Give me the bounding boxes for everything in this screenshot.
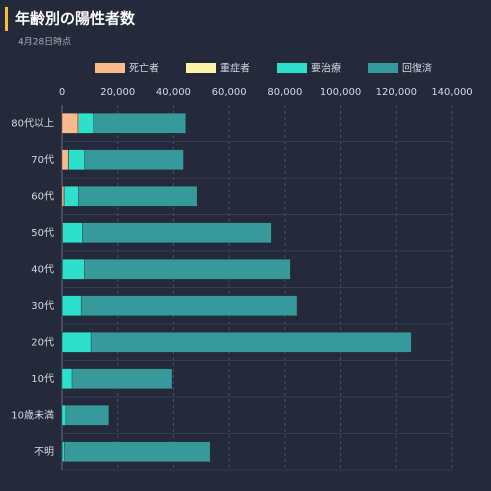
bar-segment [62,295,82,316]
y-tick-label: 50代 [31,227,54,239]
x-tick-label: 40,000 [156,87,191,98]
bar-segment [61,332,92,353]
bar-segment [63,441,211,462]
bar-segment [65,405,109,426]
bar-segment [64,186,79,207]
legend-swatch [368,63,398,73]
legend-label: 死亡者 [129,62,159,75]
x-tick-label: 100,000 [320,87,361,98]
bar-segment [93,113,186,134]
bar-segment [80,295,298,316]
legend-label: 要治療 [311,62,341,75]
bar-segment [62,259,85,280]
bar-segment [61,405,67,426]
legend-swatch [186,63,216,73]
x-tick-label: 140,000 [431,87,472,98]
legend-swatch [277,63,307,73]
bar-segment [61,186,65,207]
y-tick-label: 30代 [31,300,54,312]
title-accent [5,7,8,31]
y-tick-label: 不明 [34,446,54,458]
legend-swatch [95,63,125,73]
bar-segment [68,149,85,170]
bar-segment [61,149,69,170]
bar-segment [90,332,412,353]
y-tick-label: 20代 [31,336,54,348]
y-tick-label: 60代 [31,190,54,202]
bar-segment [78,113,94,134]
chart-title: 年齢別の陽性者数 [15,10,136,28]
bar-segment [61,368,73,389]
y-tick-label: 10歳未満 [11,409,54,421]
y-tick-label: 10代 [31,373,54,385]
bar-segment [84,149,184,170]
x-tick-label: 120,000 [376,87,417,98]
bar-segment [78,186,198,207]
legend-label: 重症者 [220,62,250,75]
y-tick-label: 80代以上 [11,117,54,129]
y-tick-label: 40代 [31,263,54,275]
bar-segment [82,222,272,243]
bar-segment [83,259,291,280]
bar-segment [62,441,65,462]
y-tick-label: 70代 [31,154,54,166]
bar-segment [71,368,173,389]
bar-segment [61,113,79,134]
legend-label: 回復済 [402,62,432,75]
x-tick-label: 20,000 [100,87,135,98]
x-tick-label: 60,000 [212,87,247,98]
bar-segment [62,222,83,243]
x-tick-label: 80,000 [267,87,302,98]
x-tick-label: 0 [59,87,65,98]
chart-subtitle: 4月28日時点 [18,37,71,48]
